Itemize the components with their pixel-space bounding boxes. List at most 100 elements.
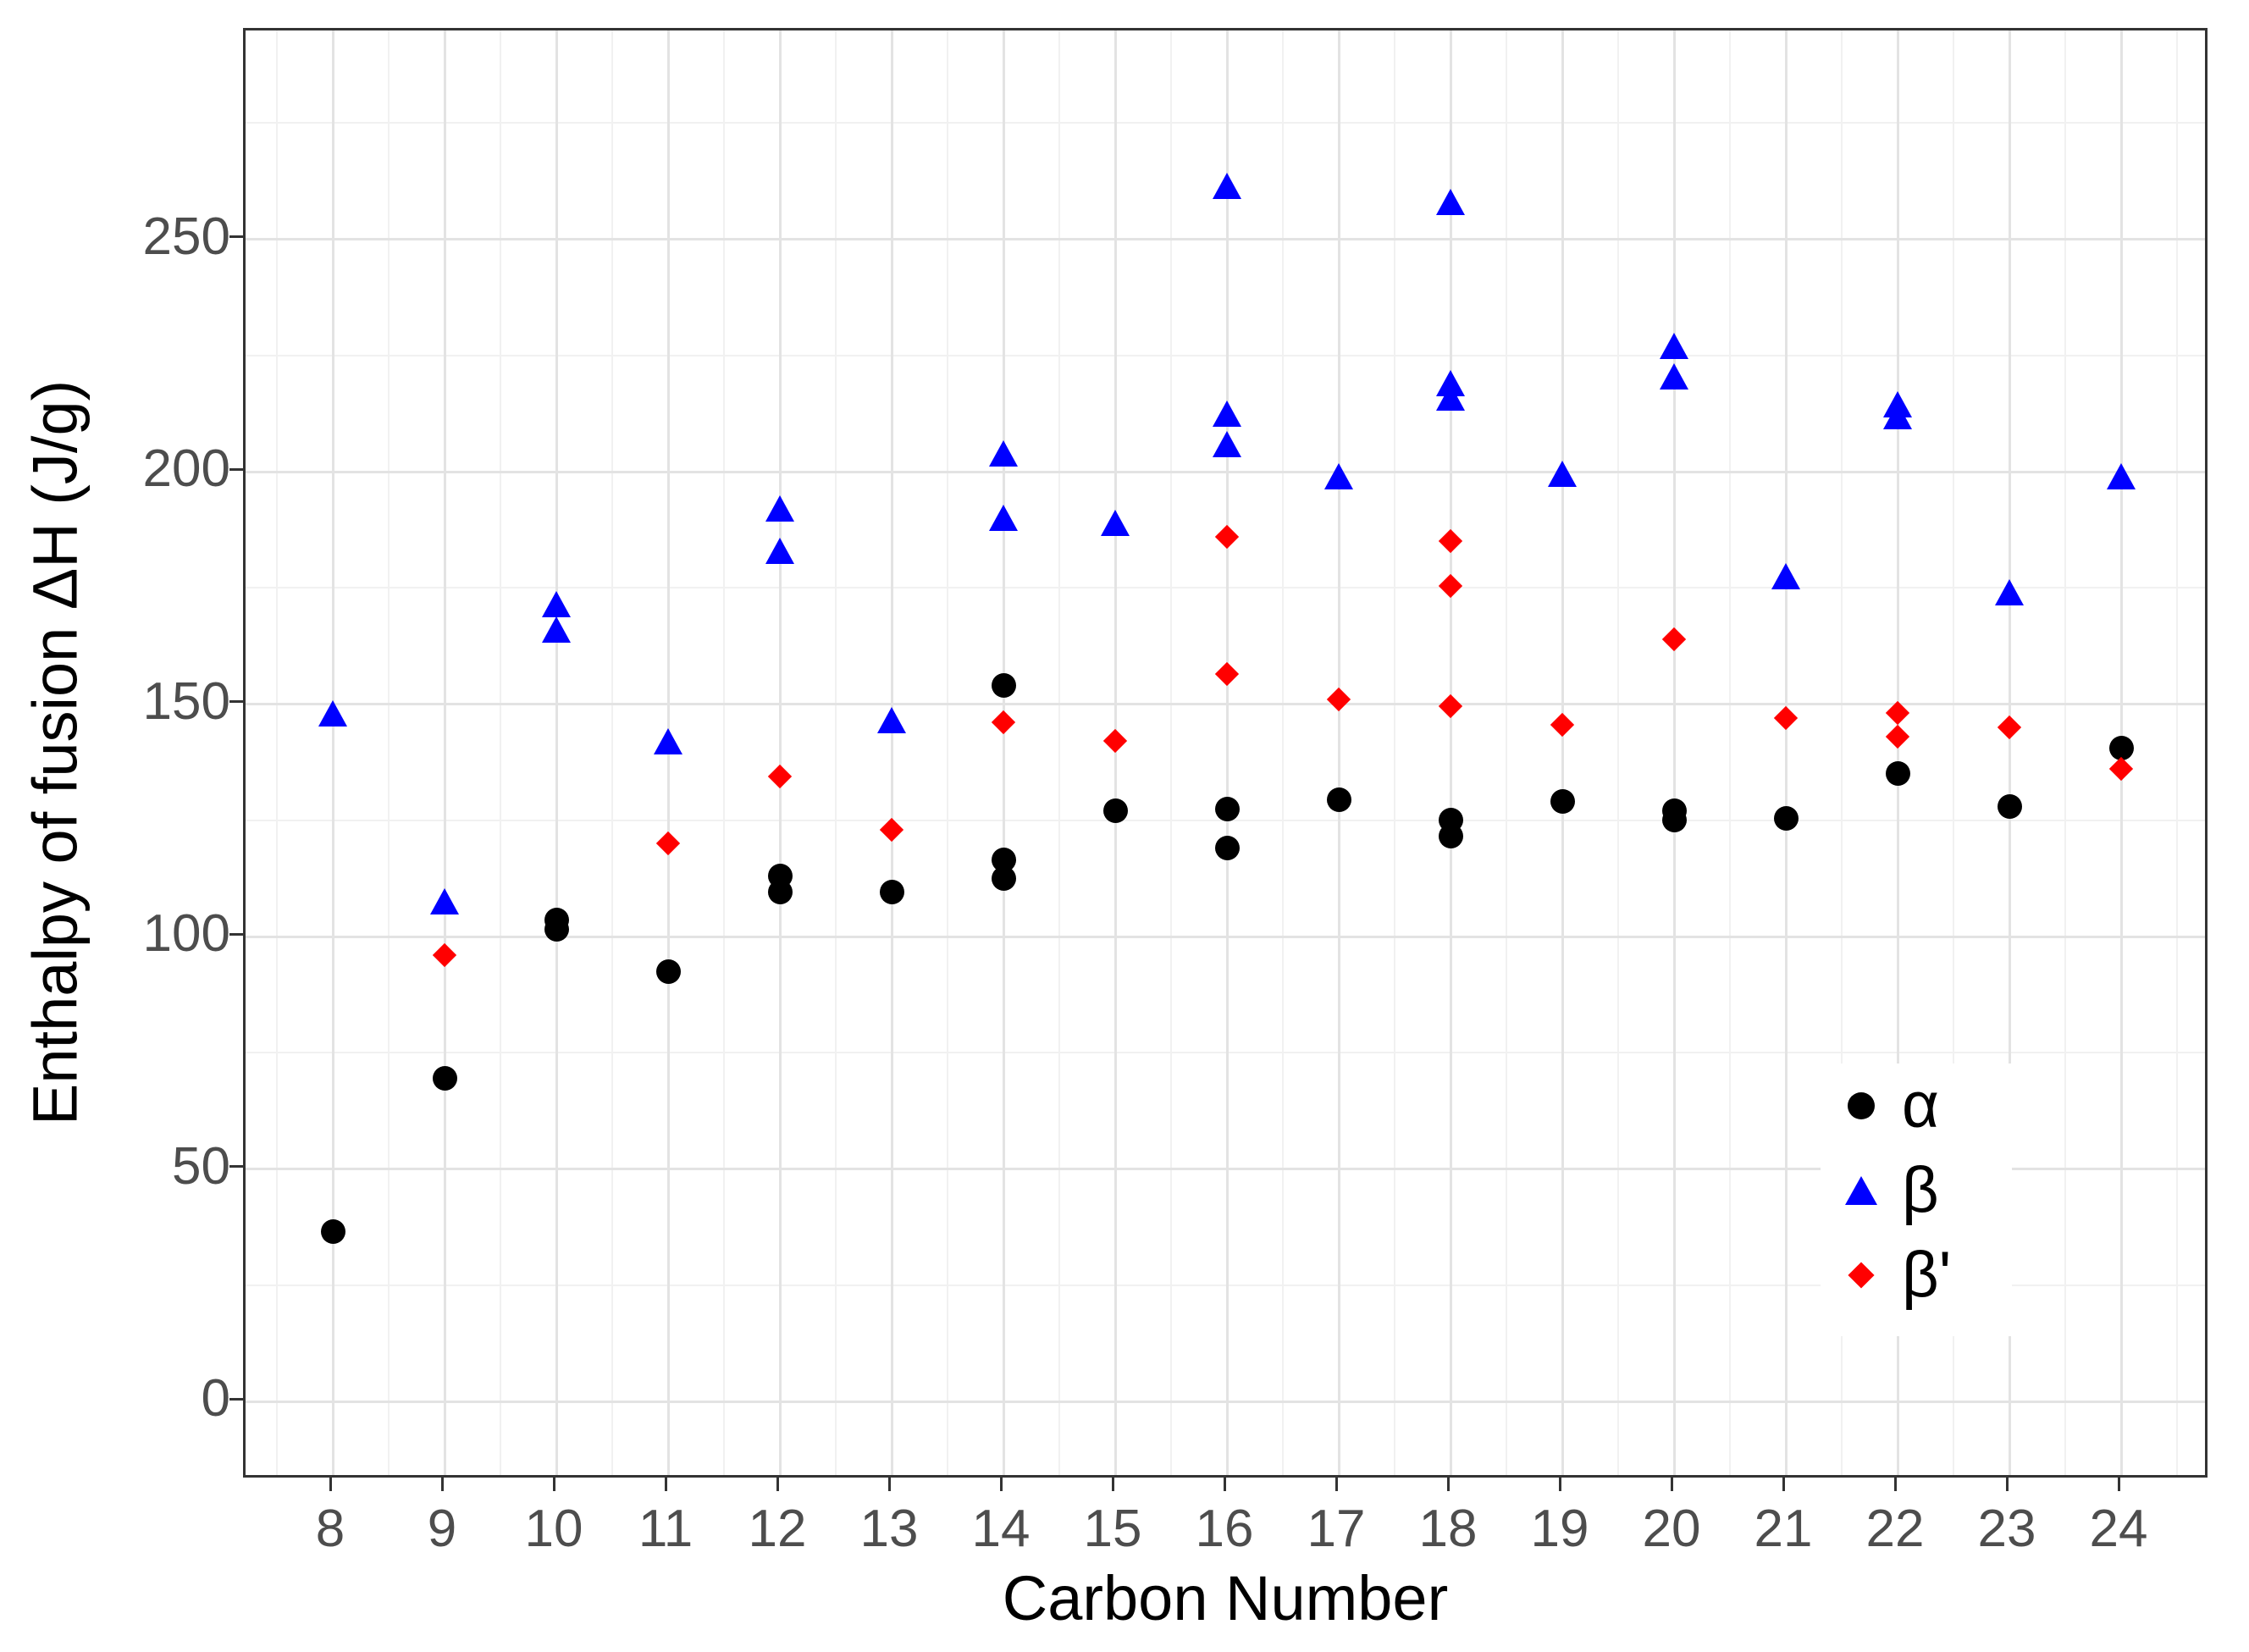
data-point-beta [2107, 462, 2136, 489]
data-point-alpha [432, 1065, 457, 1091]
data-point-beta-prime [1438, 573, 1463, 598]
data-point-beta [1436, 189, 1465, 216]
gridline-minor-x [723, 30, 725, 1475]
data-point-beta-prime [655, 832, 681, 856]
x-tick-label: 20 [1642, 1500, 1701, 1558]
gridline-minor-x [388, 30, 390, 1475]
x-tick-label: 11 [638, 1500, 693, 1558]
x-tick-label: 19 [1530, 1500, 1589, 1558]
data-point-alpha [1550, 789, 1575, 815]
data-point-alpha [1326, 787, 1351, 812]
data-point-alpha [1885, 761, 1910, 787]
y-tick-mark [229, 700, 243, 703]
gridline-minor-x [835, 30, 837, 1475]
y-tick-label: 150 [142, 671, 230, 731]
y-tick-label: 0 [201, 1369, 230, 1428]
x-tick-mark [776, 1478, 779, 1491]
x-tick-mark [1782, 1478, 1785, 1491]
data-point-beta [654, 727, 682, 754]
data-point-beta [989, 439, 1018, 467]
gridline-major-x [1672, 30, 1676, 1475]
gridline-major-x [778, 30, 782, 1475]
gridline-major-y [246, 935, 2205, 938]
legend-key [1821, 1064, 1902, 1148]
data-point-alpha [544, 917, 569, 942]
gridline-minor-x [1394, 30, 1395, 1475]
legend-label: α [1902, 1069, 1939, 1141]
gridline-major-x [443, 30, 446, 1475]
data-point-beta [1324, 462, 1353, 489]
legend-label: β [1902, 1154, 1939, 1226]
gridline-minor-x [2176, 30, 2178, 1475]
x-tick-mark [1670, 1478, 1673, 1491]
x-tick-mark [999, 1478, 1003, 1491]
x-tick-mark [1223, 1478, 1226, 1491]
legend-key [1821, 1148, 1902, 1233]
data-point-alpha [767, 880, 793, 905]
data-point-beta [318, 699, 347, 727]
diamond-marker-icon [1848, 1262, 1875, 1289]
data-point-alpha [1661, 808, 1687, 833]
y-tick-mark [229, 932, 243, 936]
x-tick-mark [1334, 1478, 1338, 1491]
data-point-beta [1883, 402, 1912, 429]
data-point-beta-prime [1550, 713, 1575, 738]
gridline-major-x [1896, 30, 1899, 1475]
x-tick-mark [1558, 1478, 1561, 1491]
legend-key [1821, 1233, 1902, 1318]
data-point-beta [542, 590, 571, 617]
y-tick-mark [229, 1165, 243, 1168]
data-point-beta-prime [1326, 687, 1351, 712]
x-tick-label: 14 [971, 1500, 1031, 1558]
data-point-beta [1213, 400, 1241, 427]
x-tick-label: 18 [1418, 1500, 1478, 1558]
plot-panel [243, 28, 2208, 1478]
data-point-alpha [991, 865, 1016, 891]
gridline-minor-x [1617, 30, 1619, 1475]
x-tick-mark [329, 1478, 332, 1491]
data-point-beta [542, 616, 571, 644]
x-axis-title: Carbon Number [1002, 1563, 1449, 1633]
gridline-minor-x [1953, 30, 1954, 1475]
x-tick-mark [1893, 1478, 1897, 1491]
x-tick-label: 23 [1977, 1500, 2036, 1558]
data-point-beta [1436, 384, 1465, 411]
data-point-alpha [655, 959, 681, 984]
gridline-minor-y [246, 122, 2205, 124]
data-point-beta-prime [991, 710, 1016, 735]
y-tick-label: 50 [172, 1136, 230, 1196]
data-point-alpha [1438, 824, 1463, 849]
data-point-beta [877, 707, 906, 734]
data-point-alpha [1214, 796, 1240, 821]
data-point-beta-prime [1214, 661, 1240, 686]
gridline-minor-y [246, 1284, 2205, 1286]
triangle-marker-icon [1845, 1176, 1877, 1205]
x-tick-label: 16 [1195, 1500, 1254, 1558]
x-tick-mark [664, 1478, 667, 1491]
gridline-major-x [1449, 30, 1452, 1475]
gridline-minor-y [246, 354, 2205, 356]
data-point-beta [989, 505, 1018, 532]
gridline-major-x [555, 30, 558, 1475]
gridline-major-y [246, 703, 2205, 705]
data-point-beta [1213, 430, 1241, 457]
gridline-major-x [1784, 30, 1788, 1475]
data-point-beta [765, 495, 794, 522]
y-tick-mark [229, 1397, 243, 1401]
y-axis-title: Enthalpy of fusion ΔH (J/g) [19, 379, 91, 1126]
data-point-alpha [879, 880, 904, 905]
gridline-minor-x [1841, 30, 1843, 1475]
data-point-beta [1548, 461, 1577, 488]
data-point-alpha [1997, 793, 2022, 819]
y-tick-label: 100 [142, 904, 230, 963]
data-point-beta [765, 537, 794, 564]
y-tick-mark [229, 235, 243, 238]
legend: α β β' [1821, 1064, 2012, 1336]
gridline-minor-x [1058, 30, 1060, 1475]
gridline-major-x [331, 30, 334, 1475]
data-point-alpha [1214, 836, 1240, 861]
data-point-beta-prime [1438, 694, 1463, 719]
gridline-major-y [246, 238, 2205, 240]
x-tick-label: 9 [427, 1500, 457, 1558]
gridline-major-x [1337, 30, 1340, 1475]
